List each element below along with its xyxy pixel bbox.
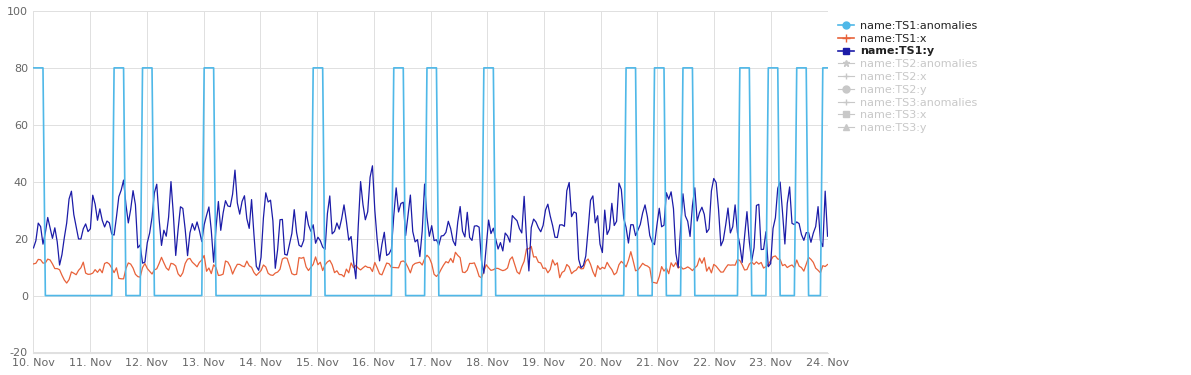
name:TS1:anomalies xyxy=(821,66,835,70)
name:TS1:x xyxy=(263,273,278,277)
Line: name:TS1:y: name:TS1:y xyxy=(33,166,828,279)
name:TS1:y xyxy=(476,271,491,276)
name:TS1:anomalies xyxy=(36,66,50,70)
name:TS1:x xyxy=(690,263,704,268)
name:TS1:x xyxy=(201,266,216,270)
name:TS1:y xyxy=(349,276,363,281)
name:TS1:x xyxy=(680,265,694,269)
name:TS1:anomalies xyxy=(474,293,488,298)
name:TS1:y xyxy=(366,164,380,168)
name:TS1:x xyxy=(472,274,486,279)
name:TS1:y xyxy=(680,219,694,224)
name:TS1:x xyxy=(821,262,835,267)
name:TS1:y xyxy=(201,205,216,209)
name:TS1:x xyxy=(524,244,538,249)
name:TS1:anomalies xyxy=(266,293,280,298)
name:TS1:y xyxy=(26,246,40,250)
name:TS1:y xyxy=(36,242,50,246)
name:TS1:anomalies xyxy=(204,66,218,70)
name:TS1:y xyxy=(821,234,835,238)
name:TS1:y xyxy=(263,198,278,202)
name:TS1:x xyxy=(26,262,40,266)
Legend: name:TS1:anomalies, name:TS1:x, name:TS1:y, name:TS2:anomalies, name:TS2:x, name: name:TS1:anomalies, name:TS1:x, name:TS1… xyxy=(833,16,981,138)
name:TS1:y xyxy=(690,219,704,223)
name:TS1:anomalies xyxy=(38,293,52,298)
name:TS1:anomalies xyxy=(687,293,701,298)
Line: name:TS1:x: name:TS1:x xyxy=(33,246,828,284)
name:TS1:x xyxy=(650,281,665,286)
name:TS1:anomalies xyxy=(678,66,692,70)
name:TS1:anomalies xyxy=(26,66,40,70)
Line: name:TS1:anomalies: name:TS1:anomalies xyxy=(33,68,828,296)
name:TS1:x xyxy=(36,261,50,266)
